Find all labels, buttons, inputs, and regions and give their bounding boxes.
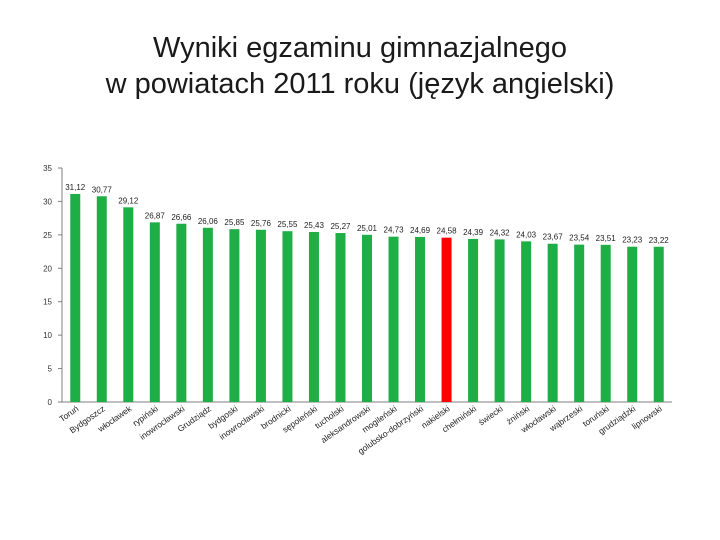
chart-title-line-2: w powiatach 2011 roku (język angielski) bbox=[105, 68, 615, 100]
bar bbox=[70, 193, 81, 402]
bar bbox=[362, 234, 372, 402]
data-label: 26,87 bbox=[145, 211, 166, 220]
data-label: 31,12 bbox=[65, 183, 86, 192]
y-tick-label: 5 bbox=[48, 365, 53, 374]
data-label: 30,77 bbox=[92, 185, 113, 194]
data-label: 24,39 bbox=[463, 228, 484, 237]
bar bbox=[282, 231, 293, 402]
bar bbox=[468, 238, 479, 402]
data-label: 24,73 bbox=[384, 226, 405, 235]
y-tick-label: 15 bbox=[43, 298, 52, 307]
category-label: świecki bbox=[477, 403, 505, 427]
bar bbox=[149, 222, 160, 402]
bar bbox=[335, 233, 346, 402]
data-label: 25,85 bbox=[224, 218, 245, 227]
data-label: 24,58 bbox=[437, 227, 458, 236]
bar bbox=[653, 246, 664, 402]
chart-title: Wyniki egzaminu gimnazjalnego w powiatac… bbox=[0, 30, 720, 102]
bar bbox=[96, 196, 107, 402]
data-label: 25,76 bbox=[251, 219, 272, 228]
data-label: 23,54 bbox=[569, 234, 590, 243]
bar bbox=[574, 244, 585, 402]
data-label: 24,69 bbox=[410, 226, 431, 235]
bar bbox=[308, 231, 319, 402]
category-label: lipnowski bbox=[630, 403, 664, 431]
bar bbox=[521, 241, 532, 402]
data-label: 23,23 bbox=[622, 236, 643, 245]
data-label: 23,22 bbox=[649, 236, 670, 245]
data-label: 24,32 bbox=[490, 228, 511, 237]
y-tick-label: 20 bbox=[43, 264, 52, 273]
data-label: 24,03 bbox=[516, 230, 537, 239]
data-label: 26,66 bbox=[171, 213, 192, 222]
chart-title-line-1: Wyniki egzaminu gimnazjalnego bbox=[152, 32, 567, 64]
bar bbox=[547, 243, 558, 402]
data-label: 26,06 bbox=[198, 217, 219, 226]
y-tick-label: 25 bbox=[43, 231, 52, 240]
data-label: 23,67 bbox=[543, 233, 564, 242]
data-label: 25,27 bbox=[330, 222, 351, 231]
y-tick-label: 0 bbox=[48, 398, 53, 407]
bar bbox=[415, 236, 426, 402]
bar bbox=[176, 223, 187, 402]
y-tick-label: 35 bbox=[43, 164, 52, 173]
data-label: 25,01 bbox=[357, 224, 378, 233]
data-label: 25,43 bbox=[304, 221, 325, 230]
bar bbox=[123, 207, 134, 402]
bar bbox=[202, 227, 213, 402]
data-label: 25,55 bbox=[277, 220, 298, 229]
bar bbox=[494, 239, 505, 402]
data-label: 29,12 bbox=[118, 196, 139, 205]
y-tick-label: 30 bbox=[43, 197, 52, 206]
data-label: 23,51 bbox=[596, 234, 617, 243]
bar bbox=[441, 237, 452, 402]
bar bbox=[229, 229, 240, 402]
bar bbox=[388, 236, 399, 402]
y-tick-label: 10 bbox=[43, 331, 52, 340]
bar bbox=[627, 246, 638, 402]
bar bbox=[255, 229, 266, 402]
bar bbox=[600, 244, 611, 402]
